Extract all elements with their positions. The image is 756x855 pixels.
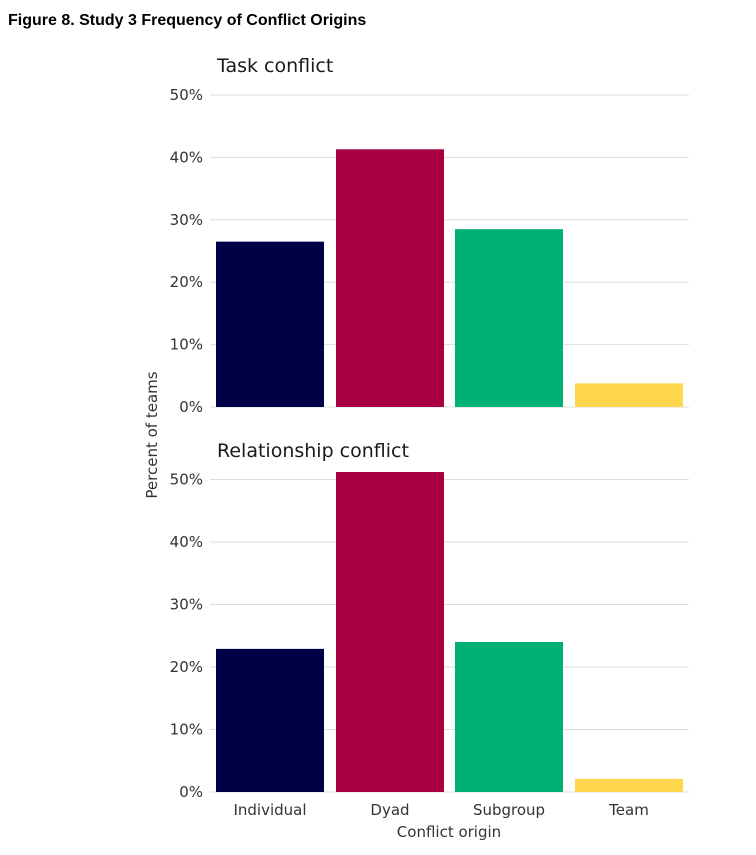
y-tick-label: 30% — [170, 596, 203, 614]
bar-subgroup — [455, 642, 563, 792]
y-tick-label: 40% — [170, 533, 203, 551]
bar-team — [575, 778, 683, 792]
x-tick-label: Individual — [233, 801, 306, 819]
chart-panels: Task conflict0%10%20%30%40%50%Relationsh… — [170, 55, 689, 819]
panel-relationship-conflict: Relationship conflict 0% 10% 20% 30% 40% 50% — [170, 440, 689, 801]
bar-dyad — [336, 149, 444, 407]
bar-individual — [216, 648, 324, 792]
y-tick-label: 0% — [179, 398, 203, 416]
panel-title: Relationship conflict — [217, 440, 409, 462]
y-tick-label: 10% — [170, 721, 203, 739]
y-tick-label: 40% — [170, 148, 203, 166]
y-axis-title: Percent of teams — [143, 371, 161, 498]
y-tick-label: 0% — [179, 783, 203, 801]
y-tick-label: 30% — [170, 211, 203, 229]
y-tick-label: 20% — [170, 658, 203, 676]
x-tick-label: Team — [608, 801, 649, 819]
x-tick-label: Subgroup — [473, 801, 545, 819]
y-tick-label: 10% — [170, 336, 203, 354]
panel-task-conflict: Task conflict 0% 10% 20% 30% 40% 50% — [170, 55, 689, 416]
y-tick-label: 50% — [170, 471, 203, 489]
y-tick-label: 20% — [170, 273, 203, 291]
bar-team — [575, 383, 683, 407]
x-axis-tick-labels: Individual Dyad Subgroup Team — [233, 801, 648, 819]
x-axis-title: Conflict origin — [397, 823, 501, 841]
bar-dyad — [336, 472, 444, 792]
panel-title: Task conflict — [216, 55, 333, 77]
x-tick-label: Dyad — [370, 801, 409, 819]
figure-title: Figure 8. Study 3 Frequency of Conflict … — [8, 12, 367, 29]
bar-subgroup — [455, 229, 563, 407]
y-tick-label: 50% — [170, 86, 203, 104]
bar-individual — [216, 241, 324, 407]
